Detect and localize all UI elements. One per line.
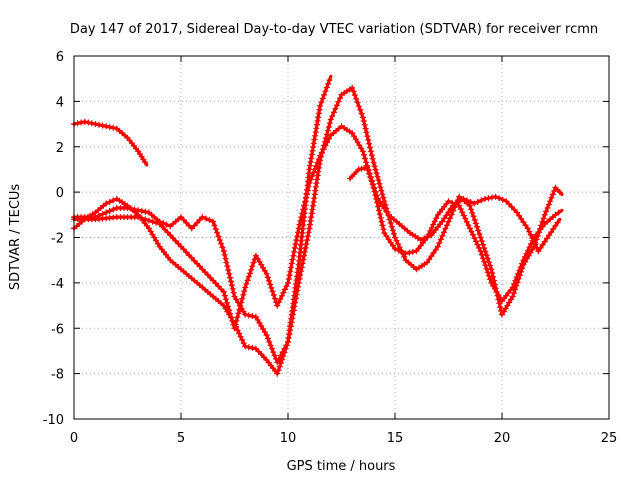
- grid-layer: [74, 56, 609, 419]
- y-tick-label: 2: [56, 141, 64, 156]
- x-axis-label: GPS time / hours: [287, 459, 396, 474]
- y-axis-label: SDTVAR / TECUs: [8, 184, 23, 291]
- y-tick-label: 0: [56, 186, 64, 201]
- chart-title: Day 147 of 2017, Sidereal Day-to-day VTE…: [70, 22, 598, 37]
- y-tick-label: -4: [51, 277, 64, 292]
- x-tick-label: 25: [601, 431, 618, 446]
- series-4: [71, 123, 564, 332]
- series-markers: [71, 77, 333, 377]
- y-tick-label: -8: [51, 368, 64, 383]
- y-tick-label: -10: [43, 413, 64, 428]
- series-5: [347, 164, 562, 255]
- x-tick-label: 5: [177, 431, 185, 446]
- series-line: [72, 74, 333, 376]
- y-tick-label: 4: [56, 95, 64, 110]
- series-markers: [71, 123, 562, 332]
- series-markers: [71, 118, 148, 166]
- y-tick-label: 6: [56, 50, 64, 65]
- x-tick-label: 15: [387, 431, 404, 446]
- x-tick-label: 20: [494, 431, 511, 446]
- series-layer: [71, 74, 564, 377]
- series-2: [71, 74, 333, 377]
- series-1: [71, 118, 149, 167]
- y-tick-label: -2: [51, 232, 64, 247]
- y-tick-label: -6: [51, 322, 64, 337]
- tick-layer: 0 5 10 15 20 25 -10 -8 -6 -4 -2 0 2 4 6: [43, 50, 618, 446]
- series-markers: [347, 164, 561, 255]
- x-tick-label: 10: [280, 431, 297, 446]
- x-tick-label: 0: [70, 431, 78, 446]
